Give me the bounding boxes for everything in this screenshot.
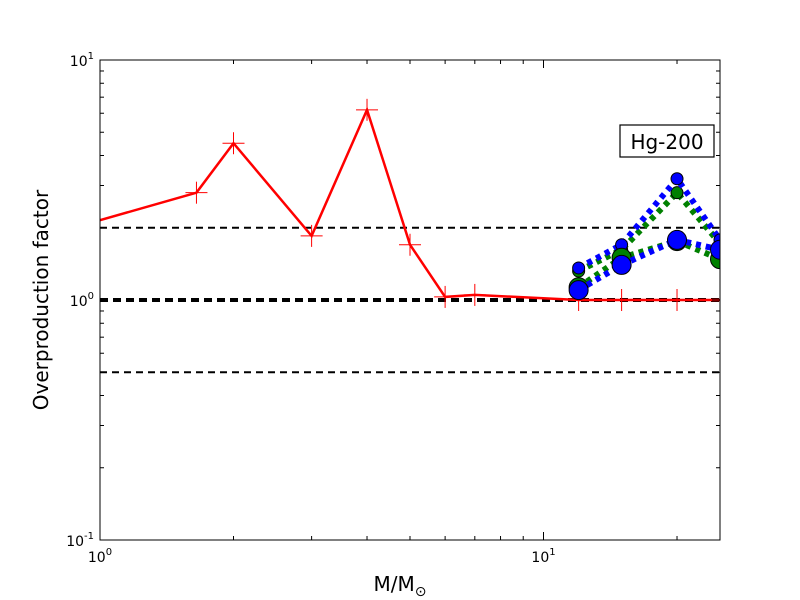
series-2-line xyxy=(577,173,720,271)
series-4-point-3 xyxy=(710,239,720,260)
series-0-point-2 xyxy=(300,224,323,247)
x-axis-label-main: M/M xyxy=(374,572,415,596)
series-4-point-0 xyxy=(568,280,589,301)
series-1-line xyxy=(577,188,720,274)
series-0-point-1 xyxy=(222,132,245,155)
series-4-point-1 xyxy=(611,254,632,275)
axis-ticks xyxy=(99,59,720,541)
series-4-line xyxy=(577,236,720,293)
y-tick-label-2-base: 10 xyxy=(70,54,88,70)
series-0-point-4 xyxy=(399,233,421,256)
x-tick-label-1: 101 xyxy=(531,547,555,566)
y-tick-label-2: 101 xyxy=(70,51,94,70)
y-axis-label: Overproduction factor xyxy=(29,189,53,410)
series-4-point-2 xyxy=(667,229,688,250)
series-0-point-6 xyxy=(463,283,486,306)
annotation-box: Hg-200 xyxy=(619,124,715,158)
series-2-point-2 xyxy=(670,172,684,186)
series-layer xyxy=(100,98,720,311)
x-tick-label-1-exp: 1 xyxy=(549,547,555,558)
y-tick-label-0: 10-1 xyxy=(66,531,94,550)
reference-lines xyxy=(100,226,720,374)
y-tick-label-1-exp: 0 xyxy=(88,291,94,302)
x-tick-label-0: 100 xyxy=(88,547,112,566)
x-axis-label-sub: ⊙ xyxy=(415,584,427,600)
y-tick-label-1-base: 10 xyxy=(70,294,88,310)
annotation-frame xyxy=(619,124,715,158)
series-0-point-8 xyxy=(610,289,633,311)
series-0-point-0 xyxy=(185,181,208,204)
y-tick-label-2-exp: 1 xyxy=(88,51,94,62)
x-axis-label: M/M⊙ xyxy=(374,572,427,600)
y-tick-label-0-base: 10 xyxy=(66,534,84,550)
x-tick-label-0-base: 10 xyxy=(88,550,106,566)
y-tick-label-1: 100 xyxy=(70,291,94,310)
series-0-point-3 xyxy=(356,98,379,121)
annotation-label: Hg-200 xyxy=(630,130,703,154)
y-tick-label-0-exp: -1 xyxy=(84,531,94,542)
x-tick-label-0-exp: 0 xyxy=(106,547,112,558)
series-2-point-0 xyxy=(572,261,586,275)
series-4 xyxy=(568,229,720,301)
series-1-point-2 xyxy=(670,186,684,200)
x-tick-label-1-base: 10 xyxy=(531,550,549,566)
series-0-point-9 xyxy=(666,289,689,311)
series-0-point-5 xyxy=(434,285,457,308)
